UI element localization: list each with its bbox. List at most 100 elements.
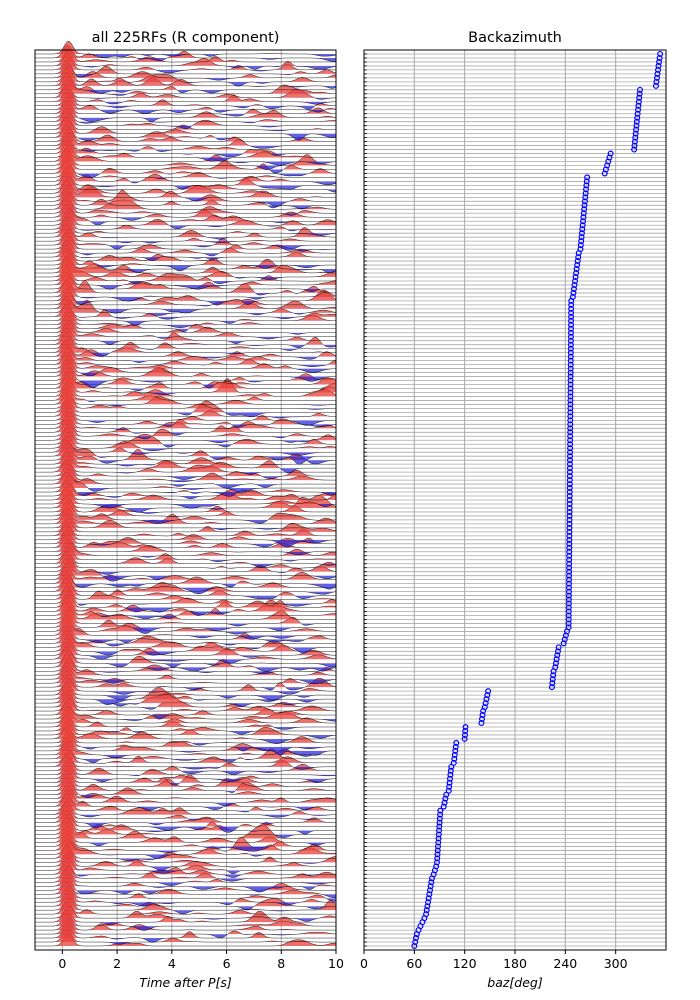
rf-positive-fill <box>35 527 260 540</box>
rf-trace <box>35 861 336 878</box>
rf-trace <box>35 244 336 261</box>
rf-positive-fill <box>35 41 336 54</box>
rf-trace <box>35 220 337 236</box>
baz-point <box>569 293 576 300</box>
rf-waveform <box>35 144 336 162</box>
baz-point <box>636 86 643 93</box>
rf-trace <box>35 721 337 739</box>
rf-positive-fill <box>35 316 336 329</box>
rf-trace <box>35 869 337 886</box>
rf-waveform <box>35 510 337 525</box>
rf-negative-fill <box>35 133 336 141</box>
rf-negative-fill <box>35 145 336 149</box>
rf-waveform <box>35 765 337 783</box>
rf-negative-fill <box>35 197 336 210</box>
baz-point <box>450 759 457 766</box>
rf-positive-fill <box>35 741 336 755</box>
rf-waveform <box>35 327 336 345</box>
rf-positive-fill <box>35 678 336 692</box>
rf-waveform <box>35 160 337 178</box>
rf-negative-fill <box>148 328 189 332</box>
baz-point <box>445 787 452 794</box>
rf-waveform <box>35 781 336 798</box>
baz-point <box>656 58 663 65</box>
rf-waveform <box>35 618 336 635</box>
rf-positive-fill <box>35 120 336 134</box>
rf-positive-fill <box>35 252 336 266</box>
rf-waveform <box>35 654 337 672</box>
rf-waveform <box>35 682 336 701</box>
baz-point <box>453 739 460 746</box>
rf-waveform <box>35 602 337 620</box>
rf-negative-fill <box>128 519 332 524</box>
baz-point <box>577 242 584 249</box>
rf-trace <box>35 252 336 272</box>
rf-trace <box>35 140 336 158</box>
baz-point <box>436 827 443 834</box>
rf-waveform <box>35 112 336 130</box>
rf-negative-fill <box>35 169 336 174</box>
rf-negative-fill <box>200 846 271 852</box>
rf-waveform <box>35 541 337 558</box>
rf-positive-fill <box>50 762 180 775</box>
rf-positive-fill <box>50 865 336 879</box>
baz-point <box>581 198 588 205</box>
rf-negative-fill <box>35 826 336 833</box>
rf-waveform <box>35 598 336 616</box>
rf-trace <box>35 463 336 480</box>
rf-waveform <box>35 749 336 764</box>
rf-trace <box>35 228 336 244</box>
rf-waveform <box>35 148 337 166</box>
baz-point <box>461 735 468 742</box>
rf-negative-fill <box>35 758 336 763</box>
baz-point <box>566 564 573 571</box>
rf-positive-fill <box>35 263 336 277</box>
rf-waveform <box>35 785 337 799</box>
rf-negative-fill <box>35 440 312 443</box>
rf-positive-fill <box>50 192 268 206</box>
rf-trace <box>35 275 336 293</box>
rf-waveform <box>35 530 336 548</box>
rf-waveform <box>35 256 337 274</box>
rf-waveform <box>35 232 336 251</box>
rf-negative-fill <box>35 444 336 448</box>
rf-positive-fill <box>35 132 336 146</box>
rf-negative-fill <box>35 221 336 226</box>
rf-waveform <box>35 212 337 230</box>
rf-waveform <box>35 439 336 456</box>
rf-positive-fill <box>49 535 309 548</box>
rf-positive-fill <box>35 49 336 62</box>
rf-negative-fill <box>35 308 336 314</box>
rf-positive-fill <box>35 901 336 915</box>
rf-waveform <box>35 419 336 436</box>
baz-point <box>567 377 574 384</box>
rf-waveform <box>35 490 337 509</box>
rf-trace <box>35 419 336 436</box>
rf-negative-fill <box>88 488 269 493</box>
rf-trace <box>35 451 336 467</box>
rf-waveform <box>35 275 336 293</box>
rf-trace <box>35 427 337 443</box>
rf-waveform <box>35 395 337 410</box>
rf-positive-fill <box>35 869 290 883</box>
rf-positive-fill <box>35 474 336 489</box>
rf-x-tick-label: 6 <box>223 956 231 971</box>
rf-positive-fill <box>35 109 336 122</box>
baz-point <box>567 409 574 416</box>
rf-waveform <box>35 431 336 448</box>
baz-point <box>433 863 440 870</box>
rf-waveform <box>35 188 336 207</box>
rf-positive-fill <box>35 734 336 747</box>
baz-point <box>567 421 574 428</box>
rf-waveform <box>35 658 337 675</box>
rf-negative-fill <box>35 671 336 674</box>
rf-waveform <box>35 690 336 707</box>
baz-point <box>553 656 560 663</box>
baz-grid <box>363 50 666 950</box>
rf-trace <box>35 606 336 620</box>
rf-positive-fill <box>35 622 336 636</box>
rf-trace <box>35 702 336 720</box>
rf-x-tick-label: 2 <box>113 956 121 971</box>
rf-waveform <box>35 84 337 100</box>
rf-trace <box>35 765 337 783</box>
